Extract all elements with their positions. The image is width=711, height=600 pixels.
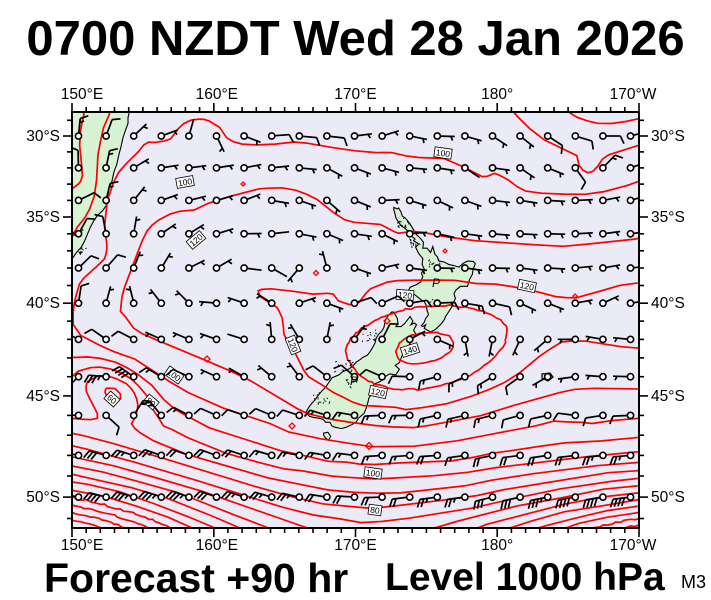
svg-text:35°S: 35°S — [651, 209, 685, 226]
svg-text:150°E: 150°E — [61, 86, 103, 103]
svg-text:120: 120 — [370, 386, 386, 399]
svg-text:170°E: 170°E — [334, 86, 376, 103]
svg-text:140: 140 — [402, 343, 419, 357]
svg-text:170°E: 170°E — [334, 537, 376, 554]
svg-text:150°E: 150°E — [61, 537, 103, 554]
svg-text:180°: 180° — [481, 537, 513, 554]
svg-text:35°S: 35°S — [26, 209, 60, 226]
svg-text:45°S: 45°S — [651, 388, 685, 405]
svg-text:50°S: 50°S — [651, 489, 685, 506]
svg-text:160°E: 160°E — [196, 537, 238, 554]
svg-text:30°S: 30°S — [651, 128, 685, 145]
svg-text:100: 100 — [365, 467, 381, 479]
svg-text:180°: 180° — [481, 86, 513, 103]
svg-text:50°S: 50°S — [26, 489, 60, 506]
svg-text:P: P — [350, 374, 358, 388]
svg-text:80: 80 — [370, 505, 381, 516]
svg-text:P: P — [432, 276, 440, 290]
svg-text:170°W: 170°W — [610, 537, 657, 554]
svg-text:160°E: 160°E — [196, 86, 238, 103]
svg-text:120: 120 — [519, 280, 535, 293]
svg-text:120: 120 — [397, 290, 412, 301]
svg-text:40°S: 40°S — [651, 295, 685, 312]
svg-text:45°S: 45°S — [26, 388, 60, 405]
svg-text:40°S: 40°S — [26, 295, 60, 312]
svg-text:100: 100 — [177, 176, 193, 188]
svg-text:170°W: 170°W — [610, 86, 657, 103]
svg-text:100: 100 — [435, 147, 451, 159]
svg-text:30°S: 30°S — [26, 128, 60, 145]
